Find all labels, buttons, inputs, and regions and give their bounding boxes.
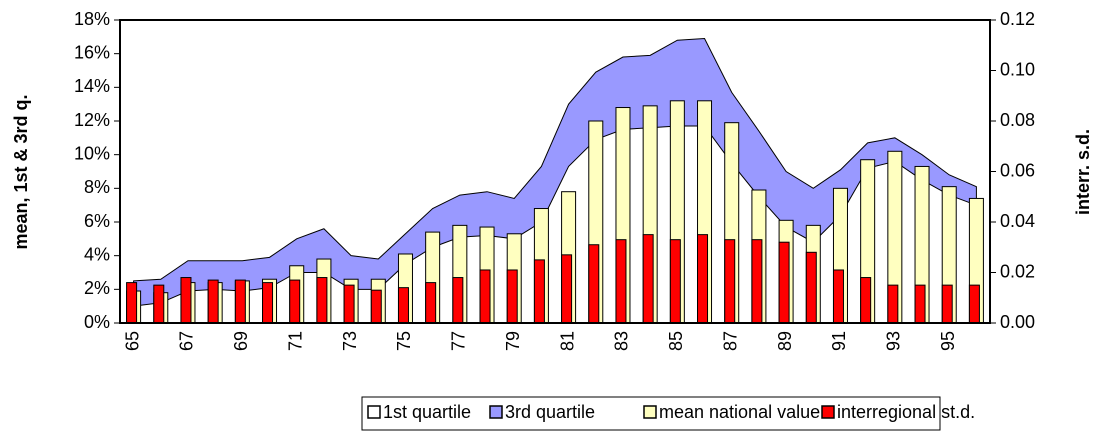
x-tick-label: 95 <box>938 331 958 351</box>
y-tick-label: 12% <box>74 110 110 130</box>
bar <box>506 269 518 324</box>
x-tick-label: 93 <box>884 331 904 351</box>
bar <box>533 259 545 324</box>
y2-tick-label: 0.00 <box>1000 312 1035 332</box>
y-tick-label: 8% <box>84 177 110 197</box>
x-tick-label: 67 <box>177 331 197 351</box>
legend-label: 3rd quartile <box>505 402 595 422</box>
bar <box>860 277 872 324</box>
bar <box>669 239 681 324</box>
y2-tick-label: 0.06 <box>1000 160 1035 180</box>
y-tick-label: 0% <box>84 312 110 332</box>
legend-label: interregional st.d. <box>837 402 975 422</box>
legend-swatch <box>367 405 381 419</box>
y-tick-label: 18% <box>74 9 110 29</box>
x-tick-label: 81 <box>557 331 577 351</box>
legend-swatch <box>489 405 503 419</box>
y2-tick-label: 0.08 <box>1000 110 1035 130</box>
bar <box>153 284 165 324</box>
bar <box>561 254 573 324</box>
bar <box>425 282 437 324</box>
y2-tick-label: 0.12 <box>1000 9 1035 29</box>
x-tick-label: 79 <box>503 331 523 351</box>
bar <box>832 269 844 324</box>
bar <box>642 234 654 324</box>
x-tick-label: 73 <box>340 331 360 351</box>
bar <box>452 277 464 324</box>
x-tick-label: 85 <box>666 331 686 351</box>
bar <box>805 251 817 324</box>
bar <box>941 284 953 324</box>
x-tick-label: 69 <box>231 331 251 351</box>
x-tick-label: 77 <box>449 331 469 351</box>
bar <box>615 239 627 324</box>
bar <box>968 284 980 324</box>
bar <box>697 234 709 324</box>
legend-swatch <box>821 405 835 419</box>
bar <box>914 284 926 324</box>
bar <box>887 284 899 324</box>
bar <box>724 239 736 324</box>
y-tick-label: 10% <box>74 143 110 163</box>
bar <box>778 241 790 324</box>
y-tick-label: 2% <box>84 278 110 298</box>
x-tick-label: 89 <box>775 331 795 351</box>
bar <box>479 269 491 324</box>
y2-tick-label: 0.02 <box>1000 261 1035 281</box>
legend-swatch <box>643 405 657 419</box>
bar <box>126 282 138 324</box>
bar <box>316 277 328 324</box>
y2-tick-label: 0.04 <box>1000 211 1035 231</box>
legend-label: 1st quartile <box>383 402 471 422</box>
x-tick-label: 71 <box>285 331 305 351</box>
bar <box>207 279 219 324</box>
y-tick-label: 14% <box>74 76 110 96</box>
y-tick-label: 4% <box>84 244 110 264</box>
x-tick-label: 83 <box>612 331 632 351</box>
y2-tick-label: 0.10 <box>1000 59 1035 79</box>
x-tick-label: 75 <box>394 331 414 351</box>
y-tick-label: 6% <box>84 211 110 231</box>
bar <box>234 279 246 324</box>
bar <box>262 282 274 324</box>
x-tick-label: 91 <box>829 331 849 351</box>
x-tick-label: 87 <box>720 331 740 351</box>
legend-label: mean national value <box>659 402 820 422</box>
bar <box>289 279 301 324</box>
bar <box>370 289 382 324</box>
bar <box>343 284 355 324</box>
bar <box>588 244 600 324</box>
bar <box>180 277 192 324</box>
y-tick-label: 16% <box>74 42 110 62</box>
y-axis-title: mean, 1st & 3rd q. <box>11 94 31 249</box>
bar <box>397 287 409 324</box>
x-tick-label: 65 <box>122 331 142 351</box>
bar <box>751 239 763 324</box>
y2-axis-title: interr. s.d. <box>1073 129 1093 215</box>
